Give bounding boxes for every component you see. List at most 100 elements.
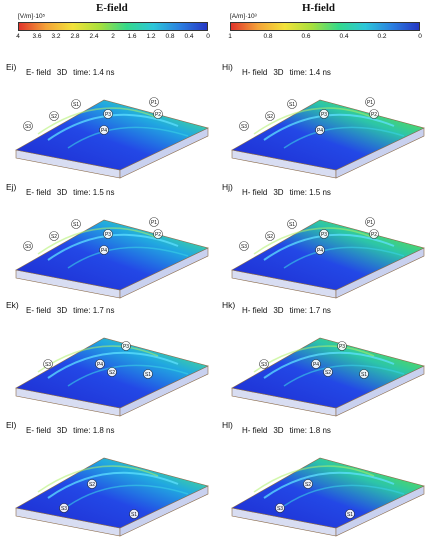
marker-s3: S3	[239, 121, 249, 131]
svg-text:P1: P1	[367, 220, 373, 226]
wavefront	[47, 471, 179, 499]
svg-text:P2: P2	[155, 112, 161, 118]
svg-text:S3: S3	[241, 124, 247, 130]
colorbar-tick-label: 0.4	[184, 33, 194, 40]
marker-p3: P3	[103, 109, 113, 119]
svg-text:P4: P4	[101, 128, 107, 134]
h-field-column-title: H-field	[302, 2, 335, 14]
marker-s1: S1	[287, 219, 297, 229]
wavefront	[37, 107, 159, 135]
marker-p4: P4	[99, 125, 109, 135]
wavefront	[47, 351, 179, 379]
wavefront	[67, 364, 189, 387]
svg-text:P3: P3	[105, 112, 111, 118]
panel-ek: Ek) E- field 3D time: 1.7 ns P3 P4 S1 S2 S3	[6, 300, 218, 417]
caption-time: time: 1.4 ns	[289, 68, 331, 77]
panel-el: El) E- field 3D time: 1.8 ns S1 S2 S3	[6, 420, 218, 537]
e-field-column-title: E-field	[96, 2, 128, 14]
panel-label: Hi)	[222, 62, 233, 72]
marker-p3: P3	[319, 109, 329, 119]
svg-text:S2: S2	[325, 370, 331, 376]
caption-dim: 3D	[273, 306, 284, 315]
marker-p2: P2	[369, 229, 379, 239]
panel-label: Hj)	[222, 182, 233, 192]
svg-text:S1: S1	[73, 102, 79, 108]
marker-s2: S2	[303, 479, 313, 489]
marker-p1: P1	[365, 217, 375, 227]
caption-field: H- field	[242, 426, 268, 435]
svg-text:P2: P2	[371, 112, 377, 118]
caption-dim: 3D	[273, 188, 284, 197]
colorbar-tick-label: 2.8	[70, 33, 80, 40]
panel-label: El)	[6, 420, 17, 430]
caption-dim: 3D	[56, 188, 68, 197]
wavefront	[253, 107, 375, 135]
marker-p4: P4	[99, 245, 109, 255]
panel-hj: Hj) H- field 3D time: 1.5 ns P1 P2 P3 P4 S1 S2 S3	[222, 182, 434, 299]
svg-text:S1: S1	[289, 102, 295, 108]
panel-caption: E- field 3D time: 1.4 ns	[26, 68, 121, 77]
svg-text:P1: P1	[151, 100, 157, 106]
panel-ej: Ej) E- field 3D time: 1.5 ns P1 P2 P3 P4 S1 S2 S3	[6, 182, 218, 299]
panel-label: Ej)	[6, 182, 17, 192]
marker-s3: S3	[259, 359, 269, 369]
svg-text:S1: S1	[289, 222, 295, 228]
marker-s1: S1	[345, 509, 355, 519]
svg-text:P3: P3	[321, 232, 327, 238]
colorbar-tick-label: 4	[16, 33, 20, 40]
marker-p4: P4	[315, 245, 325, 255]
svg-text:P3: P3	[339, 344, 345, 350]
colorbar-tick-label: 3.2	[51, 33, 61, 40]
caption-time: time: 1.8 ns	[73, 426, 115, 435]
field-3d-plot: S1 S2 S3	[231, 457, 425, 537]
svg-text:S3: S3	[241, 244, 247, 250]
svg-text:S2: S2	[305, 482, 311, 488]
caption-dim: 3D	[56, 68, 68, 77]
svg-text:S2: S2	[51, 114, 57, 120]
field-3d-plot: P1 P2 P3 P4 S1 S2 S3	[15, 217, 209, 299]
panel-caption: H- field 3D time: 1.4 ns	[242, 68, 337, 77]
caption-time: time: 1.5 ns	[289, 188, 331, 197]
svg-text:S2: S2	[51, 234, 57, 240]
colorbar-tick-label: 1.2	[146, 33, 156, 40]
marker-s2: S2	[49, 111, 59, 121]
caption-field: E- field	[26, 306, 51, 315]
caption-field: E- field	[26, 426, 51, 435]
marker-s3: S3	[275, 503, 285, 513]
marker-p3: P3	[103, 229, 113, 239]
svg-text:S3: S3	[61, 506, 67, 512]
caption-time: time: 1.4 ns	[73, 68, 115, 77]
svg-text:P2: P2	[155, 232, 161, 238]
colorbar-tick-label: 3.6	[32, 33, 42, 40]
panel-hi: Hi) H- field 3D time: 1.4 ns P1 P2 P3 P4 S1 S2 S3	[222, 62, 434, 179]
panel-caption: H- field 3D time: 1.7 ns	[242, 306, 337, 315]
panel-caption: H- field 3D time: 1.5 ns	[242, 188, 337, 197]
panel-caption: E- field 3D time: 1.5 ns	[26, 188, 121, 197]
svg-text:S3: S3	[277, 506, 283, 512]
marker-s2: S2	[87, 479, 97, 489]
marker-s3: S3	[43, 359, 53, 369]
colorbar-tick-label: 0	[206, 33, 210, 40]
svg-text:P4: P4	[97, 362, 103, 368]
marker-s2: S2	[265, 231, 275, 241]
marker-s3: S3	[23, 241, 33, 251]
wavefront	[263, 471, 395, 499]
wavefront	[263, 351, 395, 379]
marker-p2: P2	[153, 109, 163, 119]
e-field-colorbar	[18, 22, 208, 31]
caption-field: H- field	[242, 68, 268, 77]
svg-text:S3: S3	[25, 244, 31, 250]
svg-text:S3: S3	[45, 362, 51, 368]
colorbar-tick-label: 0.2	[377, 33, 387, 40]
panel-caption: E- field 3D time: 1.8 ns	[26, 426, 121, 435]
h-field-colorbar	[230, 22, 420, 31]
marker-p4: P4	[311, 359, 321, 369]
panel-label: Hk)	[222, 300, 236, 310]
panel-label: Ei)	[6, 62, 17, 72]
marker-p2: P2	[153, 229, 163, 239]
marker-p3: P3	[337, 341, 347, 351]
marker-p3: P3	[319, 229, 329, 239]
panel-caption: H- field 3D time: 1.8 ns	[242, 426, 337, 435]
field-3d-plot: P1 P2 P3 P4 S1 S2 S3	[15, 97, 209, 179]
caption-time: time: 1.7 ns	[289, 306, 331, 315]
